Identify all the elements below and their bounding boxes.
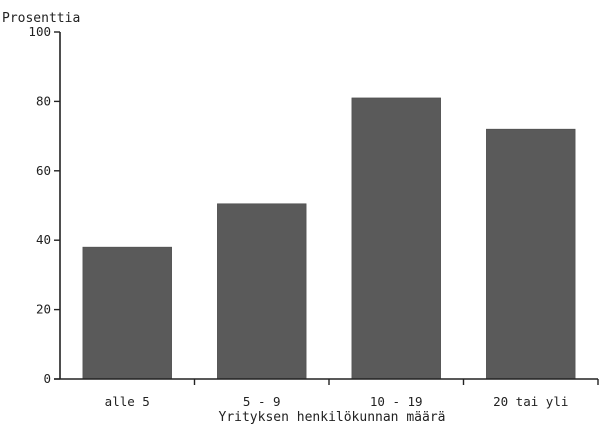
y-tick-label-3: 60 <box>36 163 51 178</box>
y-axis-title: Prosenttia <box>2 11 80 26</box>
bar-0 <box>82 246 172 380</box>
x-axis-title: Yrityksen henkilökunnan määrä <box>219 410 446 425</box>
x-tick-label-1: 5 - 9 <box>243 394 281 409</box>
y-tick-label-5: 100 <box>28 24 51 39</box>
x-tick-label-0: alle 5 <box>105 394 150 409</box>
y-ticks-group: 0 20 40 60 80 100 <box>28 24 60 386</box>
x-tick-label-2: 10 - 19 <box>370 394 423 409</box>
bar-2 <box>351 97 441 380</box>
x-ticks-group: alle 5 5 - 9 10 - 19 20 tai yli <box>105 379 599 409</box>
y-tick-label-1: 20 <box>36 302 51 317</box>
y-tick-label-2: 40 <box>36 232 51 247</box>
y-tick-label-4: 80 <box>36 93 51 108</box>
x-tick-label-3: 20 tai yli <box>493 394 568 409</box>
y-tick-label-0: 0 <box>43 371 51 386</box>
bar-3 <box>486 128 576 380</box>
bars-group <box>82 97 576 380</box>
bar-1 <box>217 203 307 380</box>
